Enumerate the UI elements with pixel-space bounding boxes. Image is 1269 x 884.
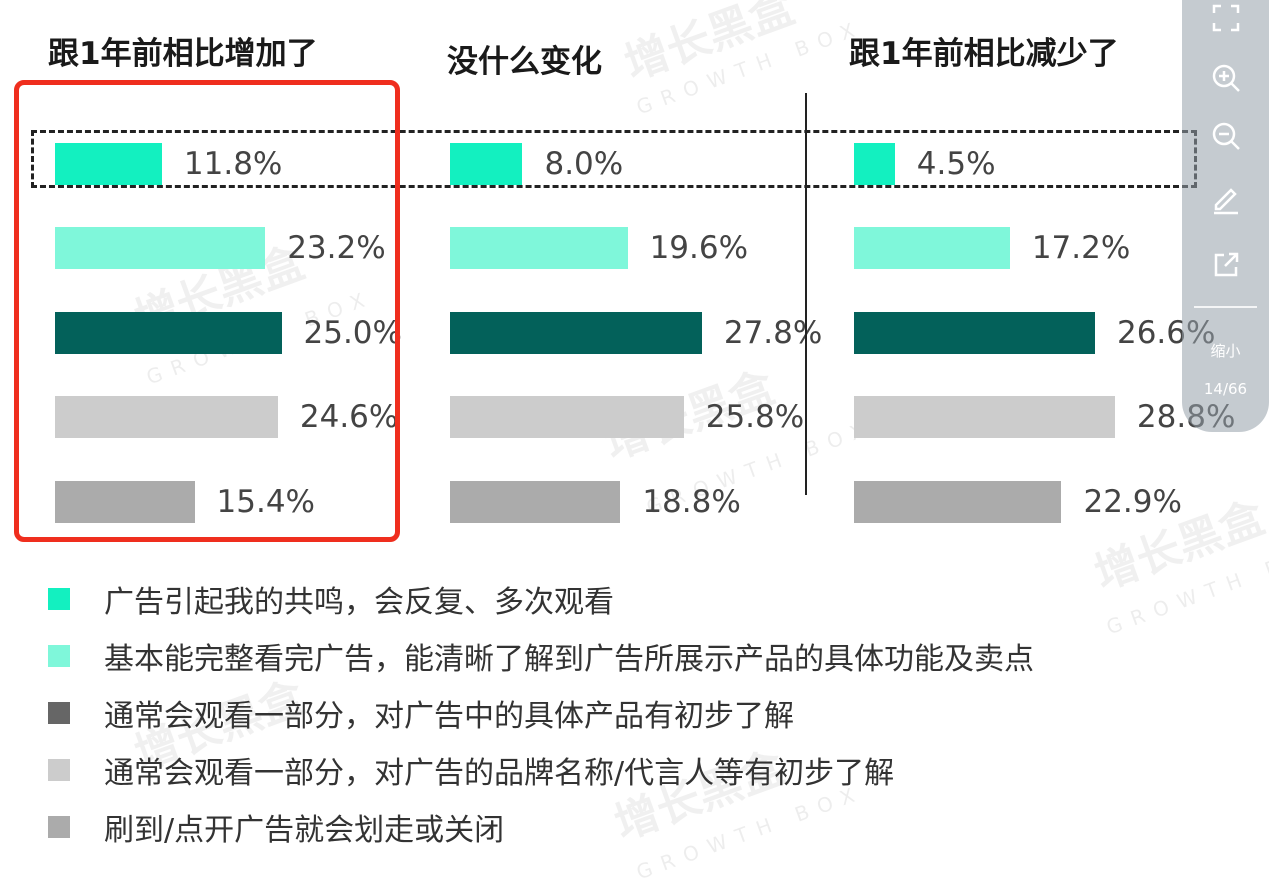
bar-value-label: 15.4% [216, 484, 315, 520]
bar [55, 481, 195, 523]
legend-label: 通常会观看一部分，对广告中的具体产品有初步了解 [104, 698, 794, 734]
bar [55, 143, 162, 185]
bar [450, 312, 702, 354]
shrink-button[interactable]: 缩小 [1210, 342, 1241, 360]
legend-item: 通常会观看一部分，对广告的品牌名称/代言人等有初步了解 [48, 741, 1034, 798]
legend-label: 通常会观看一部分，对广告的品牌名称/代言人等有初步了解 [104, 755, 895, 791]
toolbar-separator [1194, 306, 1257, 308]
panel-title: 跟1年前相比增加了 [48, 36, 318, 72]
bar-value-label: 19.6% [649, 230, 749, 266]
highlight-red-frame [14, 80, 400, 542]
bar-value-label: 11.8% [183, 146, 283, 182]
panel-title: 跟1年前相比减少了 [849, 36, 1119, 72]
legend-swatch [48, 644, 70, 667]
bar-value-label: 8.0% [544, 146, 624, 182]
bar [55, 396, 278, 438]
watermark-sub: GROWTH BOX [633, 14, 867, 120]
bar [450, 396, 684, 438]
legend-item: 基本能完整看完广告，能清晰了解到广告所展示产品的具体功能及卖点 [48, 627, 1034, 684]
bar-value-label: 17.2% [1031, 230, 1131, 266]
panel-title: 没什么变化 [447, 44, 602, 80]
bar [854, 143, 895, 185]
share-icon[interactable] [1204, 243, 1248, 287]
legend-label: 刷到/点开广告就会划走或关闭 [104, 812, 505, 848]
chart-stage: 增长黑盒 GROWTH BOX 增长黑盒 GROWTH BOX 增长黑盒 GRO… [14, 0, 1269, 884]
legend: 广告引起我的共鸣，会反复、多次观看 基本能完整看完广告，能清晰了解到广告所展示产… [48, 570, 1034, 855]
zoom-in-icon[interactable] [1204, 56, 1248, 100]
bar [854, 481, 1062, 523]
bar-value-label: 18.8% [642, 484, 741, 520]
bar-value-label: 25.0% [303, 315, 402, 351]
bar [854, 312, 1095, 354]
viewer-toolbar: 缩小 14/66 [1182, 0, 1269, 432]
legend-swatch [48, 758, 70, 781]
bar [450, 227, 628, 269]
fullscreen-icon[interactable] [1204, 0, 1248, 40]
legend-swatch [48, 587, 70, 610]
legend-swatch [48, 701, 70, 724]
bar [854, 227, 1010, 269]
panel-divider [805, 93, 807, 495]
legend-label: 广告引起我的共鸣，会反复、多次观看 [104, 584, 614, 620]
watermark-sub: GROWTH BOX [1103, 534, 1269, 640]
watermark: 增长黑盒 [618, 0, 801, 91]
bar [55, 312, 282, 354]
bar [450, 481, 621, 523]
bar-value-label: 22.9% [1083, 484, 1182, 520]
bar [55, 227, 266, 269]
bar-value-label: 4.5% [916, 146, 996, 182]
legend-swatch [48, 815, 70, 838]
zoom-out-icon[interactable] [1204, 114, 1248, 158]
pen-icon[interactable] [1204, 177, 1248, 221]
bar [854, 396, 1115, 438]
bar-value-label: 27.8% [723, 315, 823, 351]
page-indicator: 14/66 [1203, 380, 1248, 398]
legend-label: 基本能完整看完广告，能清晰了解到广告所展示产品的具体功能及卖点 [104, 641, 1034, 677]
bar-value-label: 24.6% [299, 399, 399, 435]
legend-item: 刷到/点开广告就会划走或关闭 [48, 798, 1034, 855]
legend-item: 广告引起我的共鸣，会反复、多次观看 [48, 570, 1034, 627]
bar-value-label: 23.2% [287, 230, 386, 266]
legend-item: 通常会观看一部分，对广告中的具体产品有初步了解 [48, 684, 1034, 741]
bar-value-label: 25.8% [705, 399, 805, 435]
bar [450, 143, 523, 185]
